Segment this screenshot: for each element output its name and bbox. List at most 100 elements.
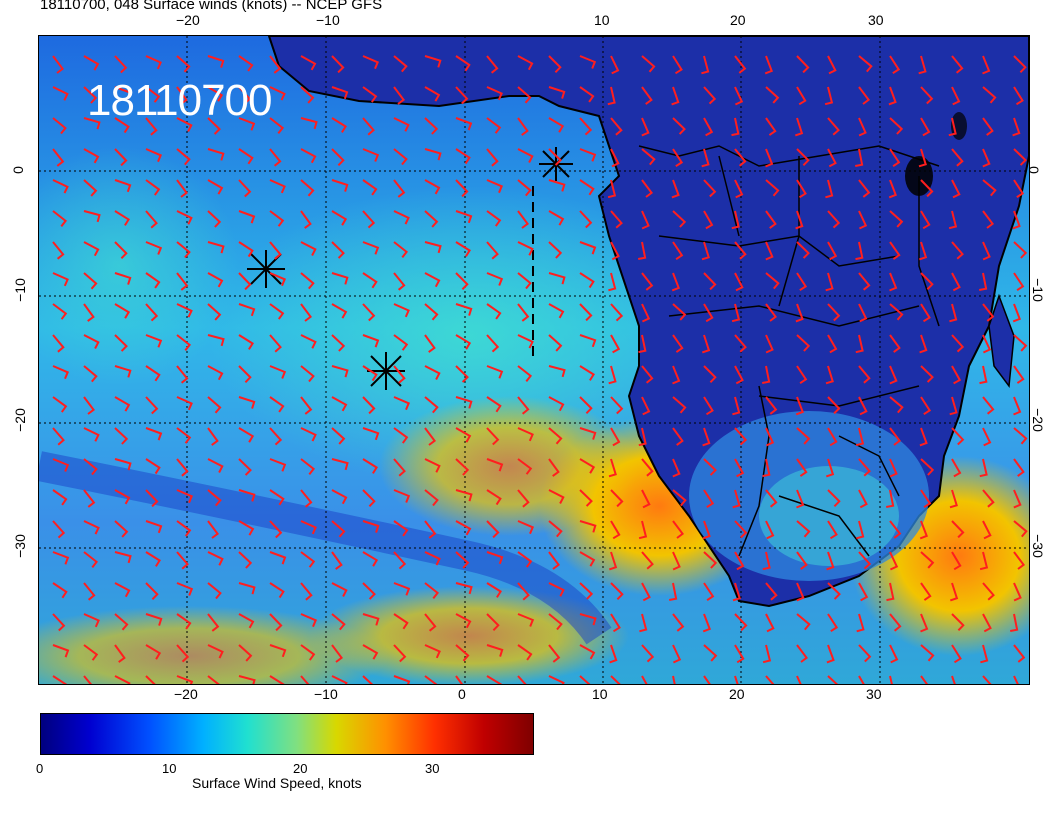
graticule: [39, 36, 1029, 684]
wind-barb: [610, 55, 620, 75]
wind-barb: [114, 241, 128, 259]
wind-barb: [424, 396, 439, 414]
wind-barb: [579, 303, 593, 322]
wind-barb: [579, 179, 595, 196]
wind-barb: [52, 520, 66, 539]
wind-barb: [145, 458, 161, 475]
wind-barb: [455, 365, 469, 383]
wind-barb: [827, 55, 837, 75]
wind-barb: [825, 272, 834, 292]
wind-barb: [579, 334, 597, 348]
wind-barb: [827, 613, 839, 633]
wind-barb: [331, 334, 346, 352]
wind-barb: [765, 241, 774, 261]
wind-barb: [176, 644, 190, 663]
wind-barb: [762, 458, 771, 478]
wind-barb: [889, 396, 904, 414]
wind-barb: [393, 675, 411, 684]
wind-barb: [638, 520, 648, 540]
wind-barb: [83, 582, 96, 601]
wind-barb: [238, 86, 252, 105]
colorbar-tick-20: 20: [293, 761, 308, 776]
wind-barb: [300, 117, 318, 130]
wind-barb: [858, 86, 870, 105]
wind-barb: [52, 117, 67, 135]
wind-barb: [888, 179, 897, 199]
wind-barb: [610, 210, 623, 229]
wind-barbs: [52, 55, 1028, 684]
wind-barb: [641, 86, 653, 105]
wind-barb: [238, 644, 253, 662]
wind-barb: [858, 365, 871, 384]
wind-barb: [207, 520, 219, 539]
wind-barb: [610, 582, 624, 600]
wind-barb: [1013, 520, 1028, 538]
wind-barb: [732, 396, 741, 416]
wind-barb: [114, 551, 132, 564]
wind-barb: [1013, 86, 1024, 106]
wind-barb: [855, 334, 864, 354]
wind-barb: [486, 179, 504, 194]
wind-barb: [889, 148, 901, 168]
wind-barb: [455, 396, 473, 409]
wind-barb: [455, 489, 473, 502]
wind-barb: [300, 148, 317, 164]
wind-barb: [300, 551, 316, 568]
wind-barb: [701, 334, 711, 354]
wind-barb: [362, 675, 374, 684]
wind-barb: [517, 148, 534, 163]
wind-barb: [393, 551, 407, 570]
wind-barb: [362, 458, 378, 474]
wind-barb: [548, 179, 566, 192]
wind-barb: [52, 489, 68, 506]
wind-barb: [579, 613, 597, 626]
wind-barb: [641, 272, 654, 291]
wind-barb: [517, 272, 532, 290]
wind-barb: [83, 303, 95, 322]
wind-barb: [176, 334, 192, 352]
wind-barb: [889, 55, 901, 75]
wind-barb: [734, 675, 739, 684]
wind-barb: [734, 179, 744, 199]
wind-barb: [269, 675, 285, 684]
lon-bottom-label-4: 20: [729, 686, 745, 702]
wind-barb: [888, 86, 897, 106]
wind-barb: [579, 427, 597, 440]
wind-barb: [827, 675, 839, 684]
wind-barb: [920, 117, 931, 137]
wind-barb: [486, 613, 500, 631]
wind-barb: [641, 365, 654, 384]
wind-barb: [486, 148, 499, 167]
wind-barb: [83, 117, 101, 130]
wind-barb: [300, 613, 318, 628]
wind-barb: [114, 55, 128, 74]
wind-barb: [145, 582, 159, 600]
wind-barb: [703, 582, 715, 602]
wind-barb: [269, 396, 285, 413]
wind-barb: [1013, 551, 1025, 570]
wind-barb: [548, 644, 561, 663]
wind-barb: [920, 582, 932, 601]
wind-barb: [207, 334, 225, 347]
wind-barb: [424, 334, 436, 353]
wind-barb: [269, 179, 286, 194]
wind-barb: [889, 613, 902, 632]
wind-barb: [114, 675, 131, 684]
wind-barb: [886, 489, 895, 508]
wind-barb: [145, 520, 163, 534]
wind-barb: [1013, 458, 1025, 477]
wind-barb: [762, 551, 771, 571]
wind-barb: [238, 396, 256, 409]
wind-barb: [920, 551, 935, 569]
wind-barb: [52, 303, 68, 320]
wind-barb: [331, 675, 348, 684]
wind-barb: [486, 520, 500, 539]
wind-barb: [362, 365, 378, 382]
wind-barb: [608, 458, 617, 478]
wind-barb: [858, 303, 868, 323]
wind-barb: [517, 241, 534, 256]
wind-barb: [638, 334, 647, 354]
wind-barb: [579, 55, 597, 69]
wind-barb: [951, 365, 962, 385]
wind-barb: [238, 334, 254, 350]
